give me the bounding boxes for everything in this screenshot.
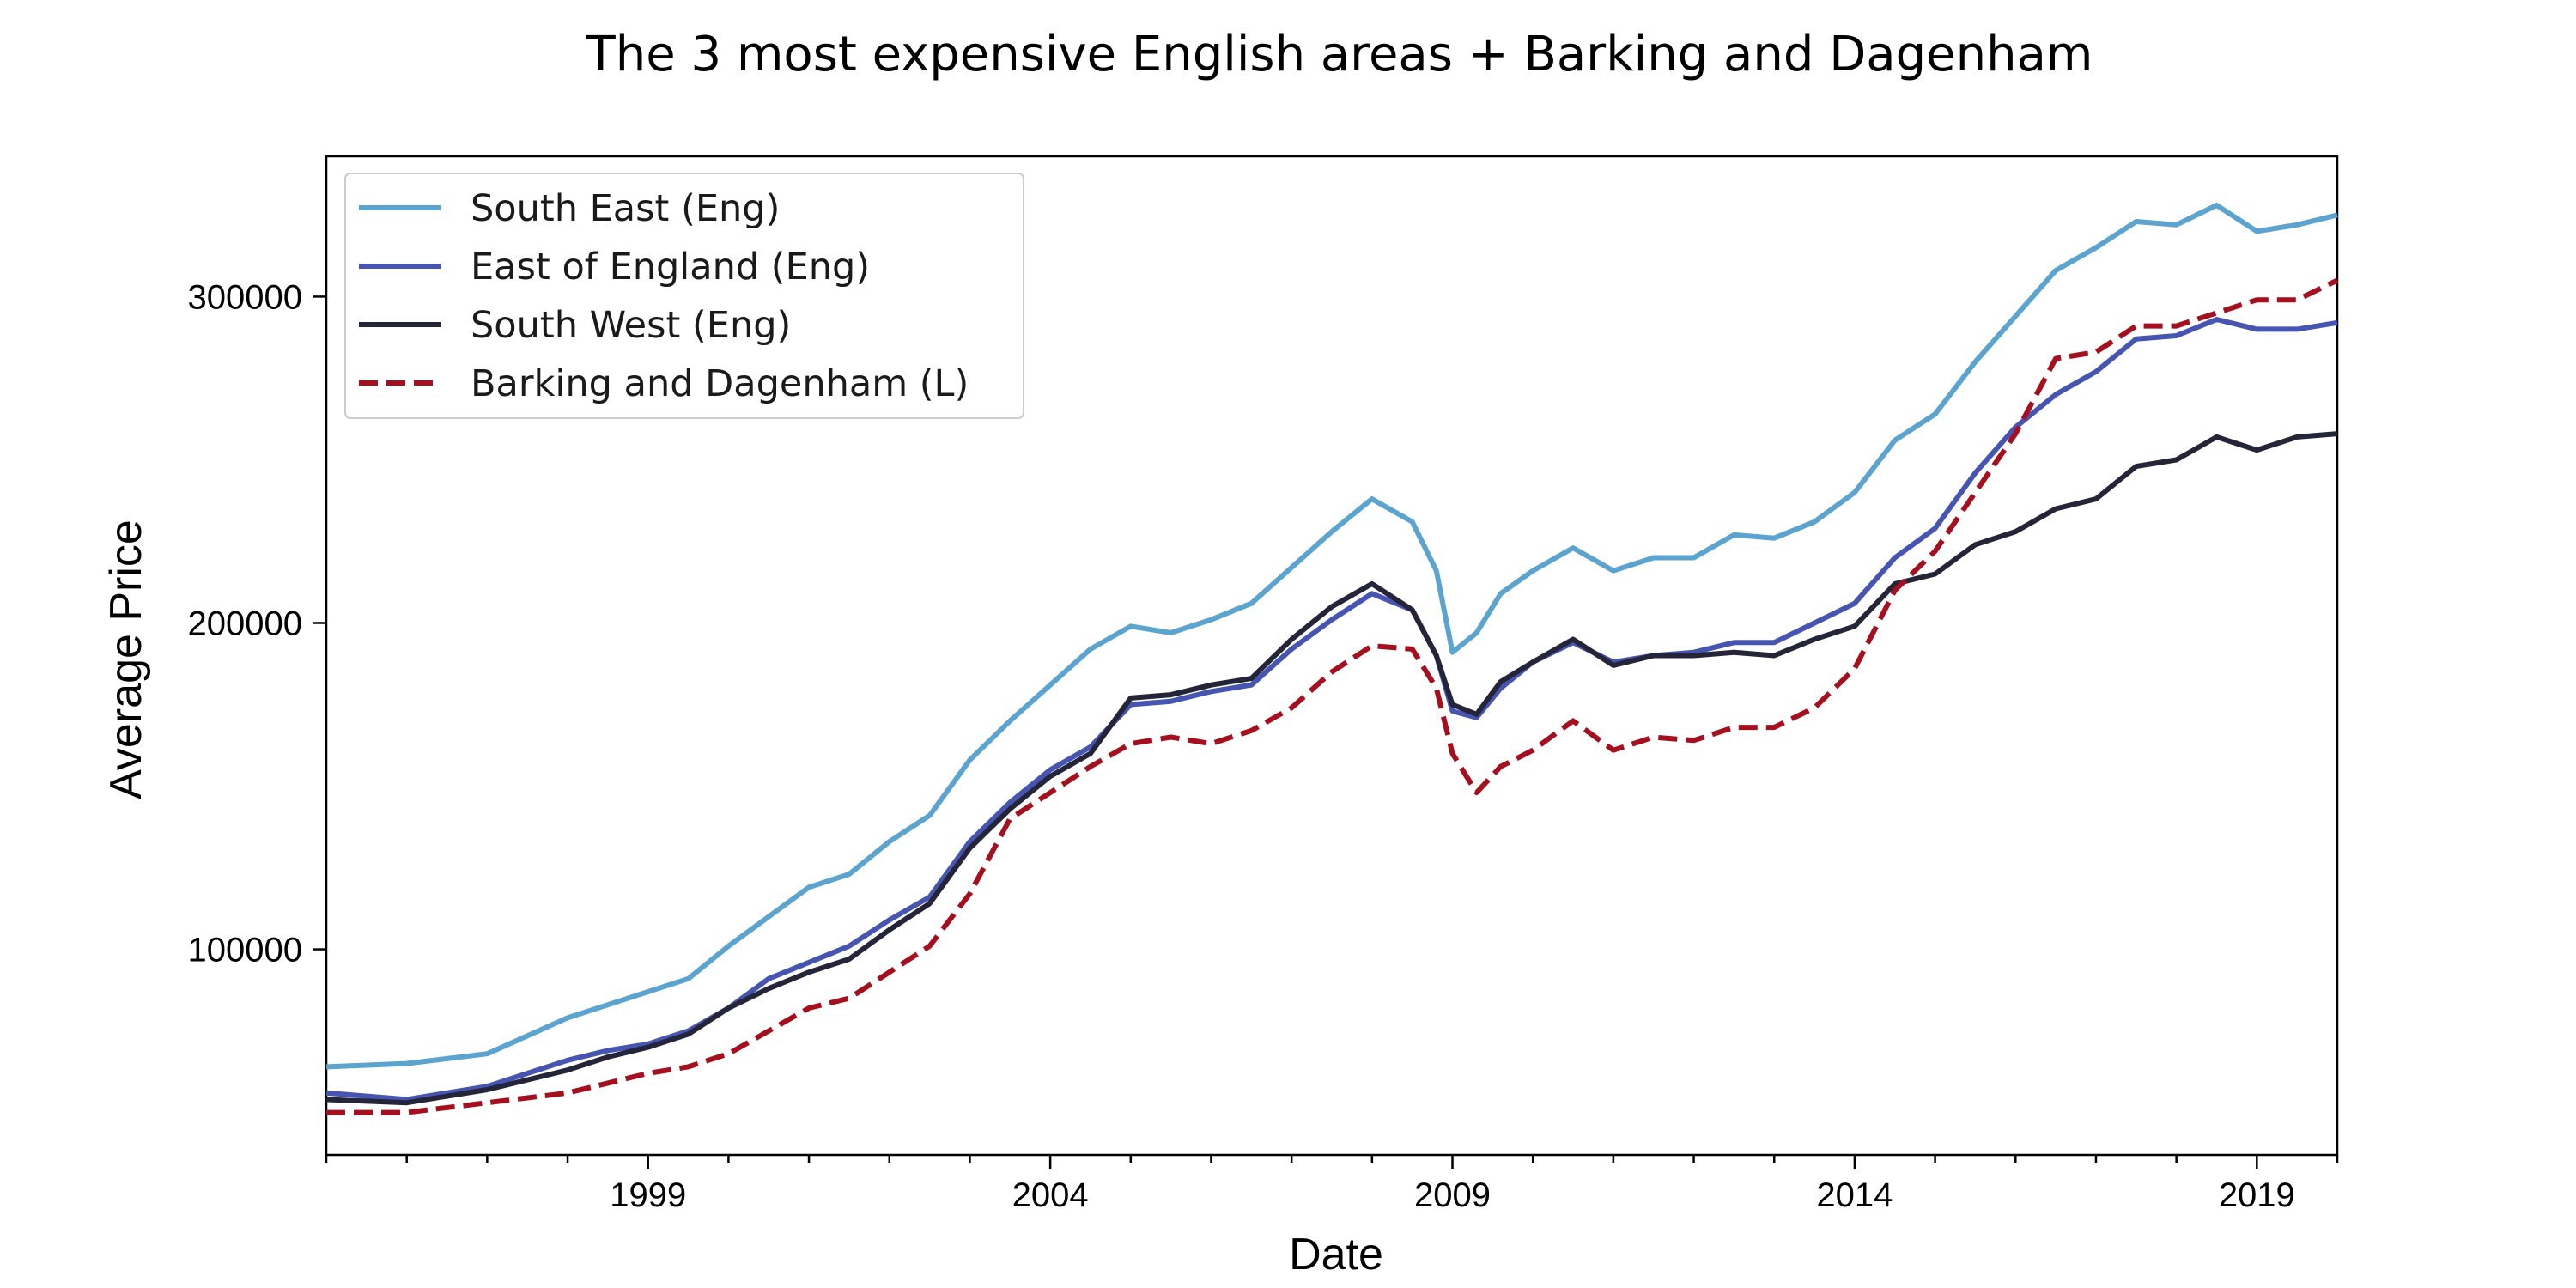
legend-label-2: East of England (Eng) — [471, 246, 870, 289]
legend-label-4: Barking and Dagenham (L) — [471, 362, 969, 405]
series-layer — [325, 203, 2339, 1115]
x-tick-label: 2009 — [1414, 1176, 1491, 1214]
series-line-2 — [325, 317, 2338, 1103]
legend-label-1: South East (Eng) — [471, 187, 780, 230]
plot-frame — [325, 155, 2339, 1157]
y-tick-label: 100000 — [188, 932, 302, 969]
legend-label-3: South West (Eng) — [471, 304, 791, 347]
x-axis-label: Date — [1289, 1230, 1383, 1279]
series-line-1 — [325, 203, 2338, 1070]
plot-area — [325, 155, 2339, 1157]
x-tick-label: 2004 — [1012, 1176, 1089, 1214]
x-tick-label: 2019 — [2219, 1176, 2295, 1214]
series-line-4 — [326, 277, 2339, 1115]
series-line-3 — [325, 431, 2338, 1106]
y-tick-label: 200000 — [188, 605, 302, 642]
x-axis: 1999 2004 2009 2014 2019 — [325, 1155, 2339, 1214]
y-axis-label: Average Price — [101, 519, 151, 799]
y-axis: 100000 200000 300000 — [188, 278, 326, 969]
y-tick-label: 300000 — [188, 278, 302, 316]
chart-title: The 3 most expensive English areas + Bar… — [586, 27, 2093, 82]
legend: South East (Eng) East of England (Eng) Sou… — [344, 173, 1024, 419]
x-tick-label: 2014 — [1816, 1176, 1893, 1214]
x-tick-label: 1999 — [610, 1176, 686, 1214]
legend-box — [344, 173, 1024, 419]
